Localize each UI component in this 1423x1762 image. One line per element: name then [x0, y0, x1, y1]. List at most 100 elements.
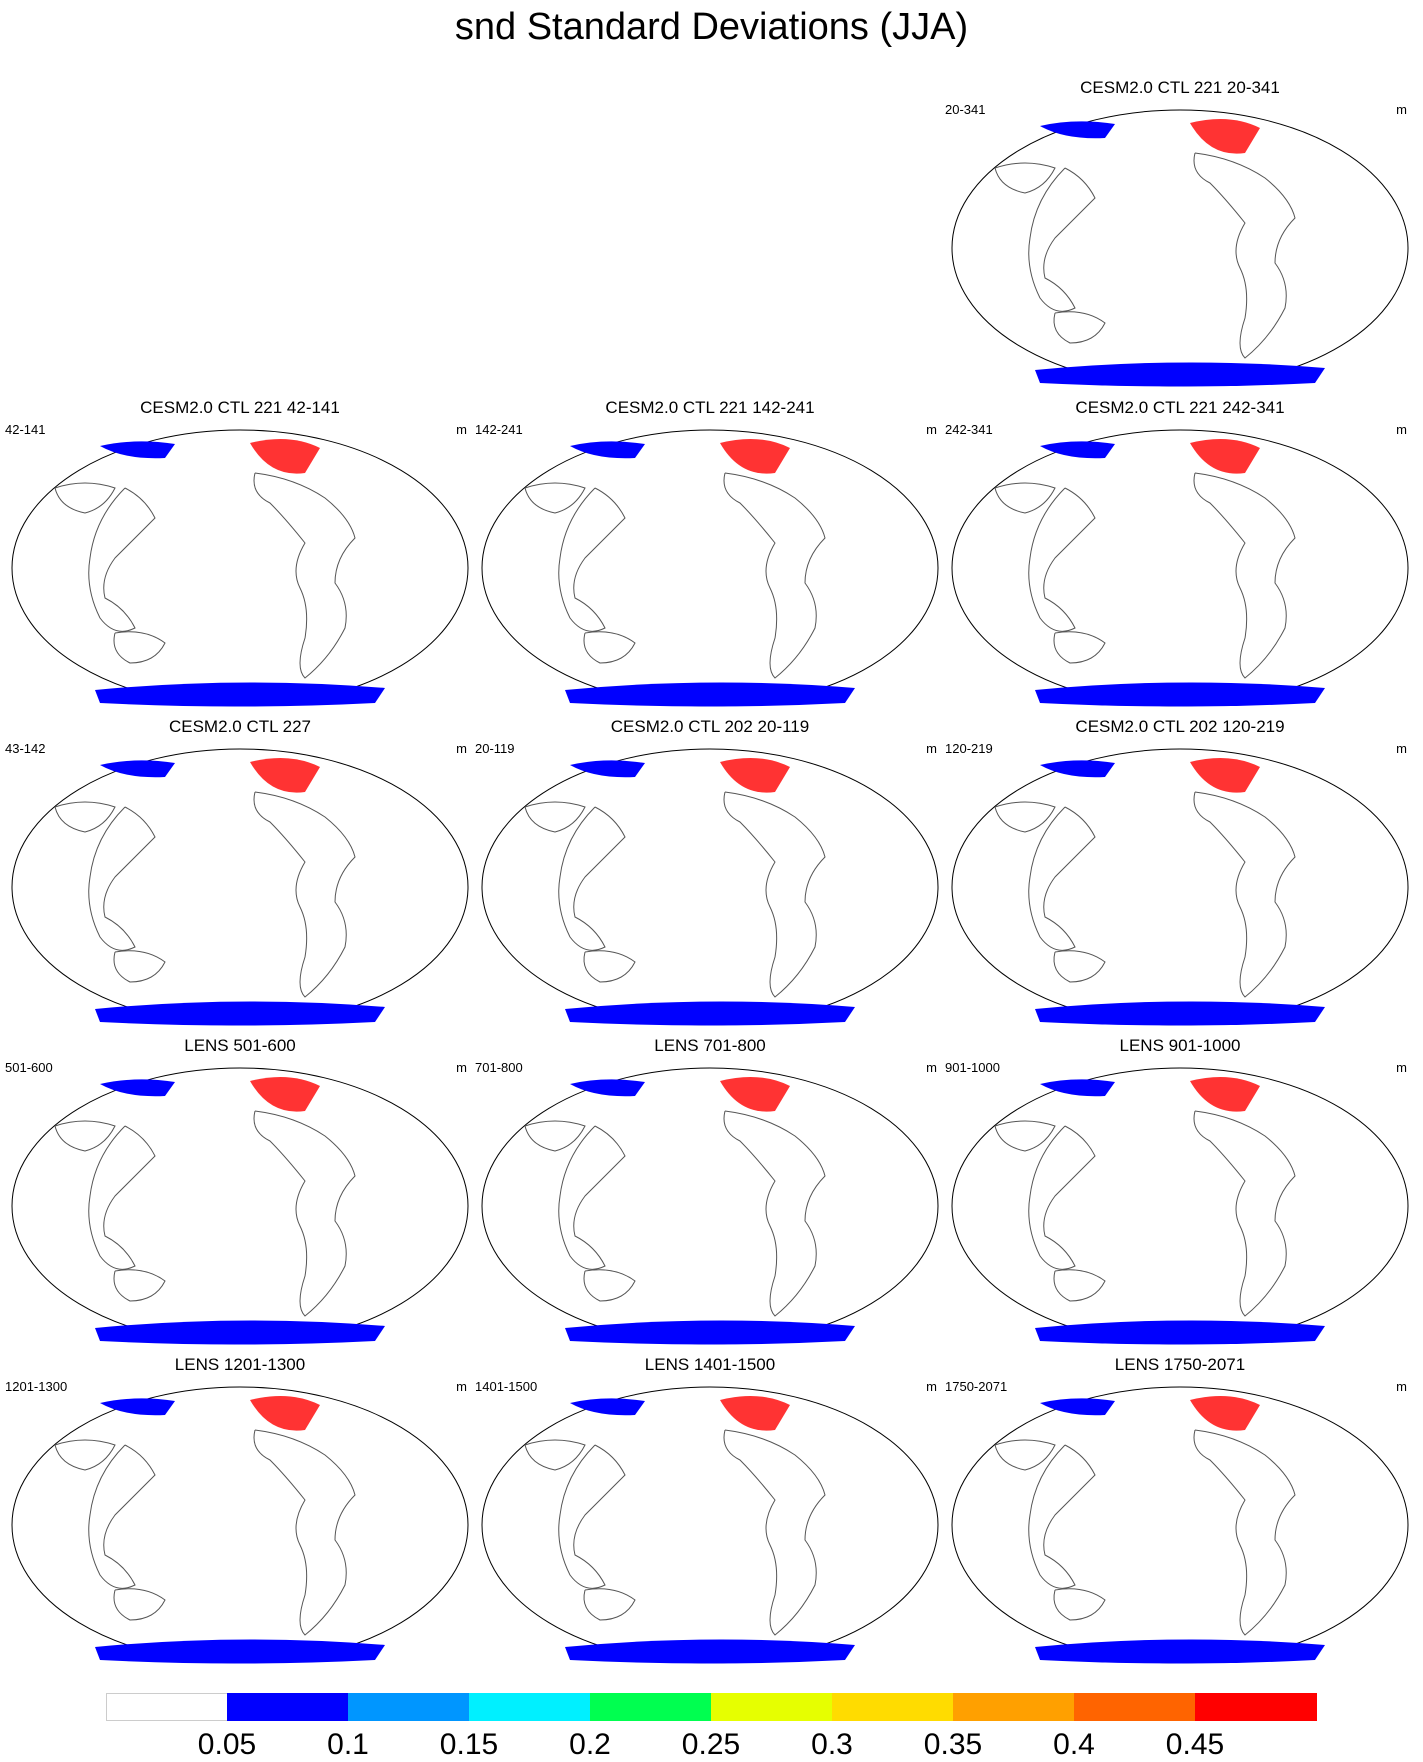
- panel-period-label: 20-119: [475, 741, 515, 756]
- coastline: [994, 1120, 1056, 1152]
- panel-period-label: 43-142: [5, 741, 46, 756]
- coastline: [1193, 791, 1296, 998]
- panel-units-label: m: [926, 741, 937, 756]
- globe-outline: [11, 1386, 469, 1664]
- map-panel: LENS 1750-2071 1750-2071 m: [945, 1355, 1415, 1670]
- panel-period-label: 142-241: [475, 422, 523, 437]
- map-panel: CESM2.0 CTL 221 42-141 42-141 m: [5, 398, 475, 713]
- map-panel: LENS 701-800 701-800 m: [475, 1036, 945, 1351]
- snow-patch: [565, 682, 855, 707]
- colorbar-box: [1195, 1693, 1317, 1721]
- panel-title: LENS 1201-1300: [174, 1355, 306, 1374]
- map-panel: CESM2.0 CTL 202 20-119 20-119 m: [475, 717, 945, 1032]
- snow-patch: [95, 682, 385, 707]
- snow-patch: [565, 1639, 855, 1664]
- coastline: [558, 1444, 626, 1589]
- coastline: [524, 801, 586, 833]
- panel-units-label: m: [1396, 422, 1407, 437]
- colorbar-box: [348, 1693, 470, 1721]
- coastline: [1193, 152, 1296, 359]
- coastline: [88, 487, 156, 632]
- panel-title: CESM2.0 CTL 221 242-341: [1075, 398, 1285, 417]
- snow-patch: [100, 1398, 175, 1416]
- snow-patch: [100, 1079, 175, 1097]
- snow-patch: [720, 758, 790, 793]
- panel-title: LENS 1750-2071: [1114, 1355, 1246, 1374]
- snow-patch: [1035, 1639, 1325, 1664]
- snow-patch: [1035, 362, 1325, 387]
- globe-outline: [11, 748, 469, 1026]
- map-panel: CESM2.0 CTL 221 242-341 242-341 m: [945, 398, 1415, 713]
- coastline: [1053, 1588, 1106, 1621]
- panel-units-label: m: [1396, 1060, 1407, 1075]
- map-panel: LENS 1401-1500 1401-1500 m: [475, 1355, 945, 1670]
- snow-patch: [1190, 119, 1260, 154]
- panel-period-label: 701-800: [475, 1060, 523, 1075]
- colorbar-box: [106, 1693, 228, 1721]
- panel-title: CESM2.0 CTL 221 20-341: [1080, 78, 1280, 97]
- coastline: [1053, 311, 1106, 344]
- globe-outline: [481, 1386, 939, 1664]
- coastline: [558, 806, 626, 951]
- world-map: [11, 748, 469, 1026]
- colorbar-box: [953, 1693, 1075, 1721]
- snow-patch: [250, 1396, 320, 1431]
- panel-units-label: m: [1396, 1379, 1407, 1394]
- globe-outline: [951, 109, 1409, 387]
- panel-title: LENS 901-1000: [1119, 1036, 1241, 1055]
- coastline: [723, 1110, 826, 1317]
- coastline: [994, 482, 1056, 514]
- coastline: [1028, 1444, 1096, 1589]
- world-map: [951, 109, 1409, 387]
- panel-title: CESM2.0 CTL 227: [168, 717, 312, 736]
- snow-patch: [565, 1001, 855, 1026]
- coastline: [583, 631, 636, 664]
- panel-title: CESM2.0 CTL 202 120-219: [1075, 717, 1285, 736]
- coastline: [54, 1120, 116, 1152]
- panel-units-label: m: [1396, 741, 1407, 756]
- snow-patch: [1040, 760, 1115, 778]
- coastline: [524, 482, 586, 514]
- globe-outline: [11, 1067, 469, 1345]
- coastline: [113, 631, 166, 664]
- snow-patch: [95, 1320, 385, 1345]
- snow-patch: [720, 439, 790, 474]
- world-map: [481, 748, 939, 1026]
- world-map: [951, 748, 1409, 1026]
- coastline: [994, 1439, 1056, 1471]
- snow-patch: [250, 758, 320, 793]
- colorbar-box: [590, 1693, 712, 1721]
- world-map: [11, 429, 469, 707]
- snow-patch: [1035, 1001, 1325, 1026]
- globe-outline: [951, 429, 1409, 707]
- snow-patch: [570, 1079, 645, 1097]
- coastline: [558, 487, 626, 632]
- colorbar-tick-label: 0.45: [1165, 1728, 1225, 1761]
- panel-period-label: 901-1000: [945, 1060, 1000, 1075]
- panel-units-label: m: [1396, 102, 1407, 117]
- panel-title: CESM2.0 CTL 221 42-141: [140, 398, 340, 417]
- coastline: [1028, 1125, 1096, 1270]
- coastline: [1053, 1269, 1106, 1302]
- snow-patch: [1040, 1079, 1115, 1097]
- panel-period-label: 1750-2071: [945, 1379, 1008, 1394]
- panel-period-label: 42-141: [5, 422, 46, 437]
- coastline: [253, 1429, 356, 1636]
- coastline: [558, 1125, 626, 1270]
- world-map: [11, 1386, 469, 1664]
- globe-outline: [951, 1386, 1409, 1664]
- world-map: [481, 429, 939, 707]
- panel-units-label: m: [926, 422, 937, 437]
- coastline: [1028, 167, 1096, 312]
- snow-patch: [1190, 1396, 1260, 1431]
- coastline: [994, 162, 1056, 194]
- coastline: [723, 791, 826, 998]
- coastline: [1193, 1110, 1296, 1317]
- colorbar-box: [711, 1693, 833, 1721]
- coastline: [88, 806, 156, 951]
- coastline: [88, 1444, 156, 1589]
- coastline: [583, 950, 636, 983]
- coastline: [583, 1588, 636, 1621]
- coastline: [253, 791, 356, 998]
- figure-title: snd Standard Deviations (JJA): [454, 6, 969, 48]
